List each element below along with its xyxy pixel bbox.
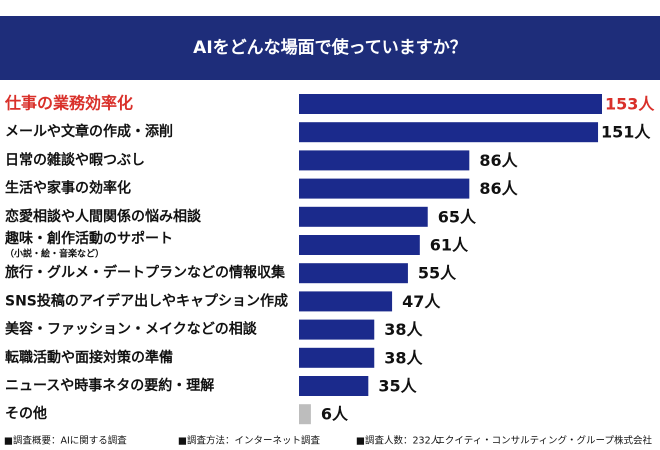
category-label: 日常の雑談や暇つぶし xyxy=(5,151,145,168)
category-label: 生活や家事の効率化 xyxy=(5,180,131,197)
value-label: 61人 xyxy=(430,236,469,255)
value-label: 151人 xyxy=(601,123,651,142)
value-label: 65人 xyxy=(438,207,477,226)
value-label: 6人 xyxy=(321,405,349,424)
bar xyxy=(299,122,599,143)
category-label: メールや文章の作成・添削 xyxy=(5,123,173,140)
survey-note: ■調査方法：インターネット調査 xyxy=(178,435,320,447)
value-label: 153人 xyxy=(605,95,655,114)
category-label: その他 xyxy=(5,405,47,422)
bar xyxy=(299,206,428,227)
bar xyxy=(299,347,375,368)
category-label: SNS投稿のアイデア出しやキャプション作成 xyxy=(5,292,288,309)
chart-title: AIをどんな場面で使っていますか？ xyxy=(193,37,467,58)
bar xyxy=(299,319,375,340)
value-label: 38人 xyxy=(384,348,423,367)
bar xyxy=(299,94,602,114)
bar xyxy=(299,150,470,171)
bar xyxy=(299,404,311,425)
category-label: 美容・ファッション・メイクなどの相談 xyxy=(5,321,258,338)
bar xyxy=(299,263,408,284)
value-label: 86人 xyxy=(479,151,518,170)
survey-note: ■調査人数：232人 xyxy=(356,435,441,447)
header-band xyxy=(0,16,660,80)
category-label: 趣味・創作活動のサポート xyxy=(4,230,173,247)
category-label: 恋愛相談や人間関係の悩み相談 xyxy=(5,208,202,225)
category-label: ニュースや時事ネタの要約・理解 xyxy=(5,377,214,394)
value-label: 47人 xyxy=(402,292,441,311)
value-label: 86人 xyxy=(479,179,518,198)
category-sublabel: （小説・絵・音楽など） xyxy=(5,248,104,260)
value-label: 55人 xyxy=(418,264,457,283)
value-label: 35人 xyxy=(378,377,417,396)
bar xyxy=(299,291,393,312)
category-label: 旅行・グルメ・デートプランなどの情報収集 xyxy=(5,264,286,281)
value-label: 38人 xyxy=(384,320,423,339)
category-label: 仕事の業務効率化 xyxy=(4,94,133,113)
source: エクイティ・コンサルティング・グループ株式会社 xyxy=(435,435,652,447)
category-label: 転職活動や面接対策の準備 xyxy=(5,349,173,366)
bar xyxy=(299,376,369,396)
survey-note: ■調査概要：AIに関する調査 xyxy=(4,435,127,447)
bar xyxy=(299,235,420,255)
bar xyxy=(299,178,470,199)
